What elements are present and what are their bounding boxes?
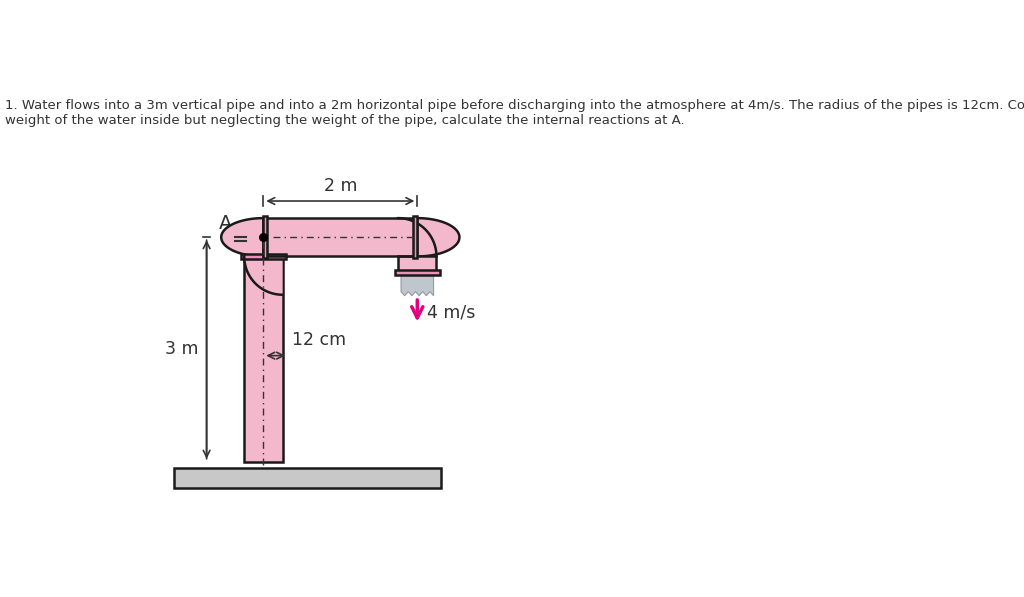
Polygon shape	[244, 257, 283, 295]
Text: 12 cm: 12 cm	[292, 331, 346, 349]
Bar	[263, 218, 418, 257]
Polygon shape	[401, 275, 433, 296]
Polygon shape	[418, 218, 460, 257]
Polygon shape	[221, 218, 263, 257]
Bar	[263, 216, 267, 259]
Text: A: A	[218, 214, 231, 233]
Text: weight of the water inside but neglecting the weight of the pipe, calculate the : weight of the water inside but neglectin…	[5, 114, 685, 127]
Text: 4 m/s: 4 m/s	[427, 303, 475, 321]
Text: 3 m: 3 m	[165, 340, 199, 358]
Text: 2 m: 2 m	[324, 177, 357, 195]
Bar	[244, 253, 283, 461]
Bar	[394, 270, 440, 275]
Text: 1. Water flows into a 3m vertical pipe and into a 2m horizontal pipe before disc: 1. Water flows into a 3m vertical pipe a…	[5, 99, 1024, 112]
Polygon shape	[398, 218, 436, 257]
Bar	[241, 254, 286, 259]
Bar	[174, 469, 441, 488]
Bar	[398, 257, 436, 272]
Bar	[414, 216, 418, 259]
